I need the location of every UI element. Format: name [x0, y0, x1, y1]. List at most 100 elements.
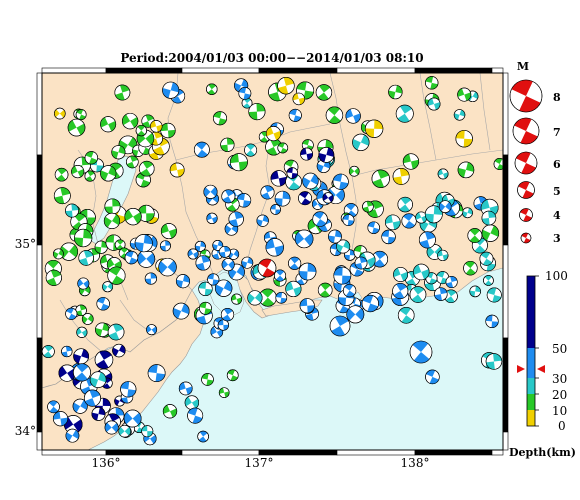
lat-tick-label: 35°: [15, 237, 36, 251]
focal-mechanism: [453, 109, 466, 121]
focal-mechanism: [462, 207, 473, 219]
focal-mechanism: [437, 249, 449, 262]
focal-mechanism: [434, 287, 448, 301]
focal-mechanism: [137, 249, 156, 268]
focal-mechanism: [455, 130, 473, 148]
focal-mechanism: [187, 248, 199, 260]
focal-mechanism: [322, 192, 334, 204]
focal-mechanism: [178, 381, 193, 396]
focal-mechanism: [54, 107, 66, 120]
focal-mechanism: [206, 83, 218, 95]
focal-mechanism: [292, 92, 305, 106]
focal-mechanism: [100, 116, 117, 133]
focal-mechanism: [65, 203, 79, 218]
focal-mechanism: [427, 97, 441, 111]
focal-mechanism: [256, 214, 269, 227]
focal-mechanism: [65, 428, 80, 443]
focal-mechanism: [112, 343, 126, 358]
focal-mechanism: [107, 323, 125, 341]
focal-mechanism: [120, 381, 137, 398]
focal-mechanism: [228, 211, 244, 227]
focal-mechanism: [270, 170, 287, 187]
magnitude-label: 4: [553, 209, 561, 222]
focal-mechanism: [294, 229, 314, 249]
focal-mechanism: [89, 371, 107, 388]
focal-mechanism: [111, 145, 126, 160]
focal-mechanism: [100, 165, 117, 182]
depth-tick-label: 30: [552, 372, 567, 386]
focal-mechanism: [67, 118, 86, 137]
magnitude-label: 3: [553, 232, 561, 245]
focal-mechanism: [215, 279, 233, 297]
focal-mechanism: [437, 168, 449, 180]
focal-mechanism: [81, 313, 94, 325]
focal-mechanism: [285, 280, 302, 298]
depth-tick-label: 0: [558, 419, 566, 433]
depth-band-20-30: [527, 378, 535, 394]
focal-mechanism: [333, 266, 352, 285]
magnitude-legend-symbol: [517, 181, 535, 199]
focal-mechanism: [329, 315, 351, 337]
focal-mechanism: [74, 228, 93, 248]
focal-mechanism: [226, 369, 239, 382]
focal-mechanism: [362, 200, 374, 213]
focal-mechanism: [147, 364, 166, 383]
focal-mechanism: [218, 245, 231, 258]
focal-mechanism: [397, 306, 415, 324]
focal-mechanism: [118, 424, 131, 438]
focal-mechanism: [364, 119, 384, 138]
focal-mechanism: [336, 239, 351, 254]
focal-mechanism: [424, 205, 443, 224]
focal-mechanism: [96, 297, 110, 311]
magnitude-label: 6: [553, 158, 561, 171]
focal-mechanism: [244, 143, 258, 157]
focal-mechanism: [393, 267, 409, 282]
focal-mechanism: [274, 190, 291, 207]
focal-mechanism: [315, 84, 333, 101]
focal-mechanism: [73, 363, 91, 382]
focal-mechanism: [124, 207, 142, 226]
focal-mechanism: [54, 167, 69, 182]
longitude-tick-labels: 136° 137° 138°: [92, 456, 430, 470]
largest-event-mechanism: [257, 258, 277, 278]
focal-mechanism: [138, 160, 155, 177]
focal-mechanism: [212, 239, 224, 251]
focal-mechanism: [325, 106, 344, 124]
focal-mechanism: [193, 141, 210, 158]
focal-mechanism-symbols: [42, 76, 503, 446]
focal-mechanism: [160, 240, 171, 252]
focal-mechanism: [467, 228, 483, 243]
magnitude-legend-symbol: [519, 208, 533, 222]
focal-mechanism: [91, 406, 106, 421]
focal-mechanism: [392, 282, 409, 299]
focal-mechanism: [198, 281, 213, 296]
focal-mechanism: [229, 153, 248, 172]
focal-mechanism: [238, 87, 252, 100]
focal-mechanism: [134, 234, 153, 253]
focal-mechanism: [72, 398, 88, 414]
focal-mechanism: [206, 212, 218, 224]
magnitude-legend-symbol: [514, 151, 538, 175]
magnitude-legend-symbol: [512, 117, 540, 145]
focal-mechanism: [124, 250, 139, 265]
focal-mechanism: [388, 84, 403, 100]
focal-mechanism: [260, 185, 275, 200]
focal-mechanism: [479, 251, 494, 266]
focal-mechanism: [218, 387, 230, 398]
focal-mechanism: [83, 389, 101, 407]
focal-mechanism: [187, 407, 204, 424]
focal-mechanism: [367, 221, 380, 234]
focal-mechanism: [76, 326, 88, 338]
focal-mechanism: [203, 184, 218, 199]
focal-mechanism: [194, 240, 206, 252]
focal-mechanism: [397, 196, 413, 213]
focal-mechanism: [401, 213, 417, 229]
depth-tick-label: 50: [552, 342, 567, 356]
focal-mechanism: [371, 169, 390, 188]
focal-mechanism: [84, 151, 99, 165]
magnitude-label: 7: [553, 126, 561, 139]
focal-mechanism: [77, 277, 90, 290]
focal-mechanism: [302, 172, 319, 190]
focal-mechanism: [141, 425, 154, 438]
focal-mechanism: [84, 170, 96, 182]
